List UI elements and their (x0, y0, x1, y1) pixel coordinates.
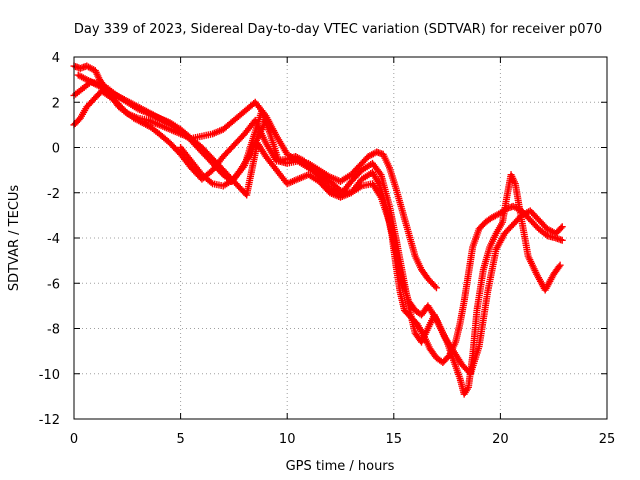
x-tick-label: 20 (492, 432, 509, 447)
data-point (431, 282, 439, 290)
series-3 (177, 107, 440, 292)
data-point (558, 236, 566, 244)
data-point (556, 261, 564, 269)
x-tick-label: 10 (279, 432, 296, 447)
y-tick-label: -10 (39, 368, 60, 383)
axis-ticks: 0 5 10 15 20 25 -12 -10 -8 -6 -4 -2 0 2 4 (39, 51, 616, 447)
y-tick-label: 0 (52, 142, 60, 157)
x-tick-label: 0 (70, 432, 78, 447)
x-tick-label: 5 (176, 432, 184, 447)
data-point (557, 224, 565, 232)
data-point (555, 263, 563, 271)
plot-frame (73, 56, 608, 420)
x-tick-label: 15 (386, 432, 403, 447)
y-tick-label: 2 (52, 96, 60, 111)
data-point (376, 169, 384, 177)
y-tick-label: -12 (39, 413, 60, 428)
chart-title: Day 339 of 2023, Sidereal Day-to-day VTE… (74, 22, 602, 37)
data-point (432, 284, 440, 292)
x-tick-label: 25 (599, 432, 616, 447)
y-tick-label: 4 (52, 51, 60, 66)
series-1 (70, 87, 564, 398)
data-point (262, 116, 270, 124)
y-tick-label: -6 (47, 277, 60, 292)
data-points (70, 62, 566, 398)
data-point (207, 178, 215, 186)
y-tick-label: -4 (47, 232, 60, 247)
series-4 (74, 71, 270, 185)
y-tick-label: -8 (47, 323, 60, 338)
y-tick-label: -2 (47, 187, 60, 202)
y-axis-label: SDTVAR / TECUs (7, 185, 22, 292)
grid (74, 57, 607, 419)
x-axis-label: GPS time / hours (286, 459, 395, 474)
data-point (558, 223, 566, 231)
